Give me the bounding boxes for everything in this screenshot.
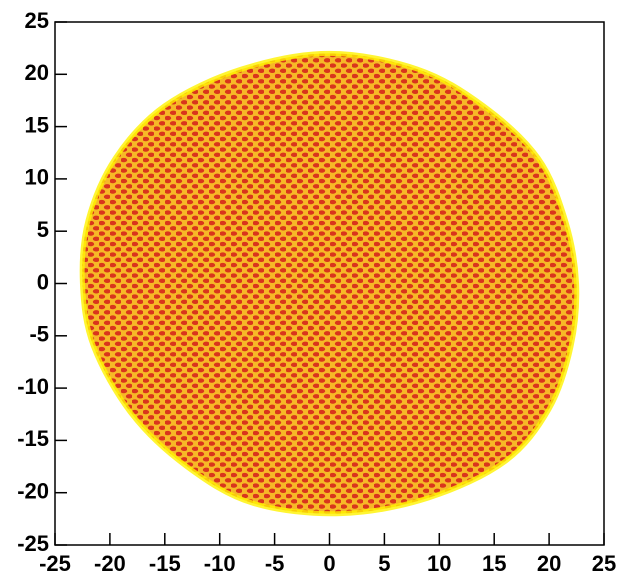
x-tick-label: 25 bbox=[592, 551, 616, 576]
x-tick-label: 10 bbox=[427, 551, 451, 576]
x-tick-label: 15 bbox=[482, 551, 506, 576]
x-tick-label: -15 bbox=[149, 551, 181, 576]
y-tick-label: -5 bbox=[29, 322, 49, 347]
y-tick-label: -25 bbox=[17, 531, 49, 556]
y-tick-label: 15 bbox=[25, 112, 49, 137]
y-tick-label: 25 bbox=[25, 8, 49, 33]
x-tick-label: 0 bbox=[323, 551, 335, 576]
x-tick-label: 5 bbox=[378, 551, 390, 576]
y-tick-label: 10 bbox=[25, 165, 49, 190]
y-tick-label: 0 bbox=[37, 269, 49, 294]
x-tick-label: -5 bbox=[265, 551, 285, 576]
lattice-region bbox=[82, 53, 577, 513]
x-tick-label: -10 bbox=[204, 551, 236, 576]
y-tick-label: -20 bbox=[17, 479, 49, 504]
y-tick-label: 20 bbox=[25, 60, 49, 85]
y-tick-label: -15 bbox=[17, 426, 49, 451]
y-tick-label: -10 bbox=[17, 374, 49, 399]
y-tick-label: 5 bbox=[37, 217, 49, 242]
x-tick-label: 20 bbox=[537, 551, 561, 576]
chart: -25-20-15-10-50510152025-25-20-15-10-505… bbox=[0, 0, 624, 581]
x-tick-label: -20 bbox=[94, 551, 126, 576]
